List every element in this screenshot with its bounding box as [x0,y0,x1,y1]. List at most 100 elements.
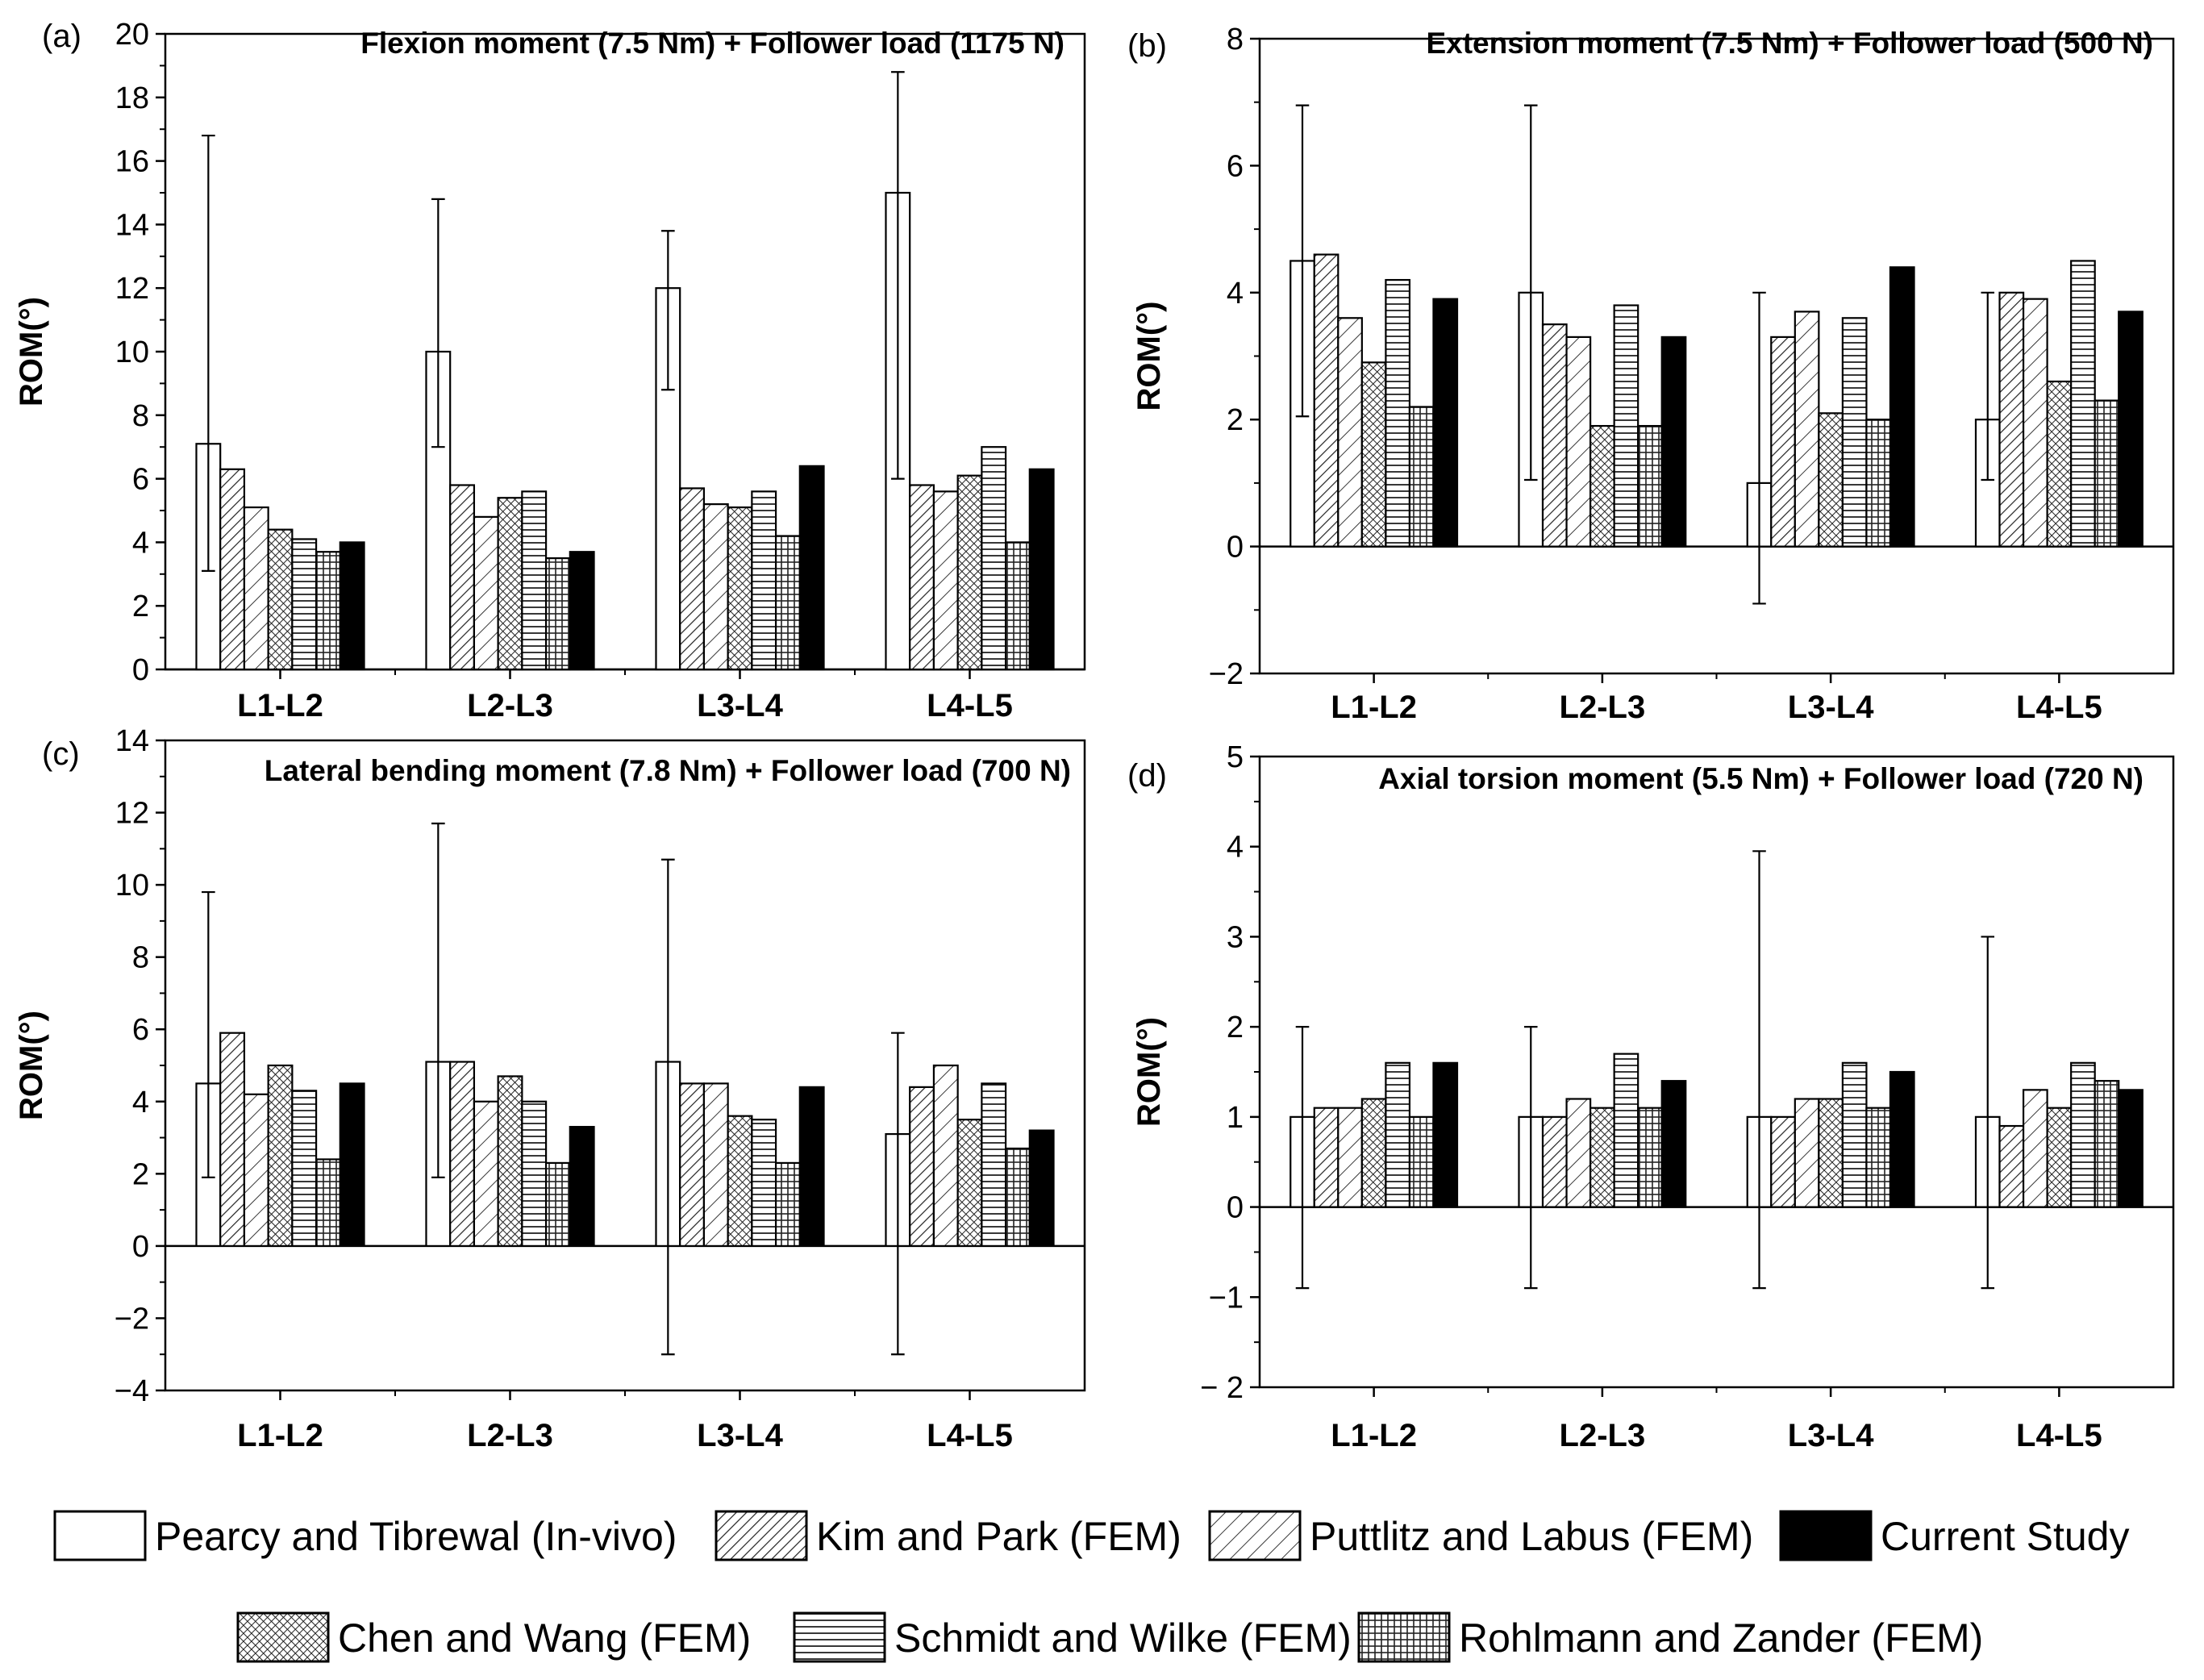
x-category-label: L4-L5 [927,688,1013,723]
bar-rohlmann-l3-l4 [1865,419,1892,548]
legend-label: Current Study [1881,1514,2129,1559]
bar-schmidt-l2-l3 [521,490,548,671]
bar-chen-l3-l4 [1818,412,1844,548]
bar-chen-l4-l5 [2046,1107,2073,1208]
bar-schmidt-l3-l4 [1841,1061,1868,1208]
bar-schmidt-l3-l4 [751,490,777,671]
bar-puttlitz-l1-l2 [1337,317,1363,548]
bar-chen-l3-l4 [727,1115,753,1247]
x-category-label: L3-L4 [1788,1418,1874,1453]
y-tick-label: 2 [1227,1011,1244,1044]
bar-puttlitz-l1-l2 [243,1093,269,1247]
x-category-label: L3-L4 [697,688,783,723]
bar-kim-l2-l3 [449,484,476,671]
panel-b: −2 0 2 4 6 8 L1-L2 L2-L3 L3-L4 L4-L5 Extension mom… [1127,23,2175,725]
bar-current-l1-l2 [339,541,365,671]
x-category-label: L4-L5 [2016,1418,2102,1453]
bar-current-l3-l4 [1889,266,1915,548]
bar-puttlitz-l2-l3 [473,1100,499,1247]
bar-puttlitz-l4-l5 [932,1064,959,1247]
y-tick-label: 8 [1227,23,1244,56]
panel-c: −4 −2 0 2 4 6 8 10 12 14 L1-L2 L2-L3 L3-L4 L4-L5 Later… [14,724,1086,1453]
legend-swatch-solid [1779,1510,1873,1561]
x-category-label: L4-L5 [927,1418,1013,1453]
y-tick-label: − 2 [1200,1371,1244,1405]
bar-schmidt-l1-l2 [1385,278,1411,548]
bar-schmidt-l2-l3 [1613,1053,1639,1208]
legend-swatch-open [53,1510,147,1561]
bar-schmidt-l2-l3 [1613,304,1639,548]
legend-label: Rohlmann and Zander (FEM) [1459,1615,1983,1661]
y-tick-label: 2 [132,590,149,623]
chart-title: Flexion moment (7.5 Nm) + Follower load … [360,27,1065,60]
legend-swatch-hatch-dense [715,1510,808,1561]
bar-current-l1-l2 [1432,1061,1459,1208]
y-tick-label: −1 [1209,1281,1244,1315]
bar-rohlmann-l2-l3 [1637,424,1663,548]
bar-puttlitz-l2-l3 [1565,1098,1592,1208]
legend-swatch-grid [1357,1611,1451,1663]
y-tick-label: 0 [132,653,149,687]
y-tick-label: 18 [115,81,149,115]
bar-puttlitz-l3-l4 [1794,1098,1820,1208]
bar-rohlmann-l1-l2 [315,1158,341,1247]
legend-label: Pearcy and Tibrewal (In-vivo) [155,1514,677,1559]
y-tick-label: 14 [115,208,149,242]
bar-current-l1-l2 [339,1082,365,1247]
bar-kim-l4-l5 [909,1086,935,1247]
y-tick-label: 4 [1227,831,1244,865]
panel-label: (b) [1127,28,1167,64]
y-axis-label: ROM(°) [14,297,49,406]
bar-rohlmann-l1-l2 [1408,406,1435,548]
y-axis-label: ROM(°) [14,1011,49,1120]
bar-current-l4-l5 [1028,1129,1055,1247]
bar-chen-l2-l3 [1589,1107,1615,1208]
bar-puttlitz-l3-l4 [1794,311,1820,548]
legend-label: Puttlitz and Labus (FEM) [1310,1514,1753,1559]
bar-kim-l4-l5 [909,484,935,671]
bar-kim-l3-l4 [1770,336,1796,548]
y-tick-label: 14 [115,724,149,758]
y-tick-label: 0 [1227,531,1244,565]
bar-kim-l4-l5 [1998,1124,2025,1208]
panel-label: (d) [1127,758,1167,794]
bar-current-l2-l3 [569,1126,595,1247]
bar-kim-l3-l4 [679,487,706,671]
bar-rohlmann-l1-l2 [315,551,341,671]
bar-puttlitz-l3-l4 [702,503,729,671]
y-tick-label: 2 [132,1157,149,1191]
bar-kim-l1-l2 [1313,1107,1339,1208]
bar-chen-l3-l4 [727,506,753,671]
y-tick-label: 0 [132,1230,149,1264]
bar-schmidt-l1-l2 [291,538,318,671]
bar-kim-l1-l2 [219,468,246,671]
y-tick-label: 16 [115,145,149,179]
legend-label: Schmidt and Wilke (FEM) [894,1615,1352,1661]
bar-puttlitz-l1-l2 [1337,1107,1363,1208]
x-category-label: L2-L3 [467,1418,553,1453]
bar-kim-l2-l3 [1541,323,1568,548]
bar-puttlitz-l3-l4 [702,1082,729,1247]
bar-current-l4-l5 [2118,1089,2144,1208]
bar-chen-l1-l2 [1360,1098,1387,1208]
bar-rohlmann-l4-l5 [1004,1147,1031,1247]
y-tick-label: 4 [1227,277,1244,311]
bar-puttlitz-l1-l2 [243,506,269,671]
bar-schmidt-l2-l3 [521,1100,548,1247]
legend-swatch-hatch-wide [1208,1510,1302,1561]
bar-current-l3-l4 [798,1086,825,1247]
y-tick-label: 6 [132,1013,149,1047]
bar-kim-l1-l2 [219,1032,246,1247]
bar-rohlmann-l4-l5 [2094,1080,2120,1208]
x-category-label: L1-L2 [1331,690,1417,725]
bar-puttlitz-l2-l3 [473,515,499,671]
legend: Pearcy and Tibrewal (In-vivo) Kim and Par… [53,1510,2129,1663]
bar-rohlmann-l2-l3 [544,1161,571,1247]
bar-chen-l4-l5 [2046,380,2073,548]
bar-chen-l4-l5 [956,1119,983,1247]
x-category-label: L2-L3 [467,688,553,723]
bar-schmidt-l4-l5 [2070,260,2096,548]
bar-current-l4-l5 [2118,311,2144,548]
bar-current-l3-l4 [798,465,825,671]
